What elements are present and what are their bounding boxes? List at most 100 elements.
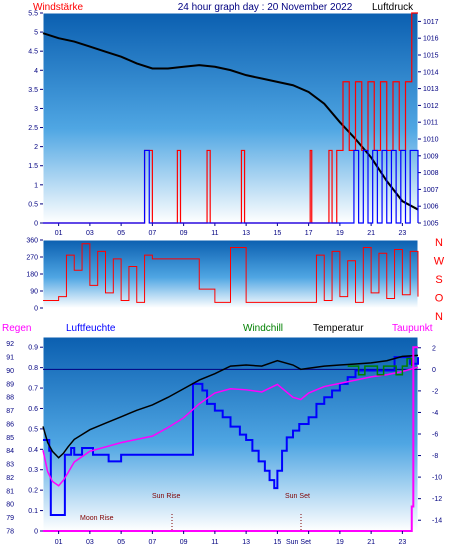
top-left-tick-label: 0.5 xyxy=(28,201,38,208)
middle-series-windrichtung xyxy=(43,243,419,303)
bottom-rain-tick-label: 0.1 xyxy=(28,508,38,515)
bottom-x-tick-label: 07 xyxy=(148,539,156,546)
bottom-humidity-tick-label: 87 xyxy=(6,408,14,415)
top-grid xyxy=(40,12,421,226)
bottom-rain-tick-label: 0.4 xyxy=(28,447,38,454)
bottom-humidity-tick-label: 79 xyxy=(6,515,14,522)
top-x-tick-label: 21 xyxy=(367,230,375,237)
bottom-temp-tick-label: 0 xyxy=(432,367,436,374)
top-left-tick-label: 4 xyxy=(34,68,38,75)
bottom-series-luftfeuchte xyxy=(43,356,419,516)
top-right-tick-label: 1008 xyxy=(423,170,439,177)
middle-series xyxy=(43,243,419,303)
top-right-tick-label: 1005 xyxy=(423,221,439,228)
bottom-x-tick-label: 21 xyxy=(367,539,375,546)
bottom-series-windchill xyxy=(347,357,413,376)
bottom-x-tick-label: 19 xyxy=(336,539,344,546)
bottom-humidity-tick-label: 84 xyxy=(6,448,14,455)
bottom-humidity-tick-label: 90 xyxy=(6,368,14,375)
top-series-windstärke xyxy=(43,149,419,224)
top-left-tick-label: 2.5 xyxy=(28,125,38,132)
bottom-temp-tick-label: -2 xyxy=(432,388,438,395)
bottom-temp-tick-label: -12 xyxy=(432,496,442,503)
annotation-moon-rise: Moon Rise xyxy=(80,515,114,522)
legend-luftfeuchte: Luftfeuchte xyxy=(66,323,116,334)
middle-left-tick-label: 0 xyxy=(34,306,38,313)
top-x-tick-label: 09 xyxy=(180,230,188,237)
bottom-series xyxy=(42,346,419,532)
top-right-tick-label: 1015 xyxy=(423,53,439,60)
top-left-tick-label: 1.5 xyxy=(28,163,38,170)
compass-label-1: W xyxy=(434,256,445,268)
bottom-temp-tick-label: -14 xyxy=(432,518,442,525)
bottom-humidity-tick-label: 86 xyxy=(6,421,14,428)
bottom-series-taupunkt xyxy=(42,366,419,487)
top-right-tick-label: 1012 xyxy=(423,103,439,110)
bottom-temp-tick-label: -8 xyxy=(432,453,438,460)
bottom-humidity-tick-label: 83 xyxy=(6,462,14,469)
top-series-windspitzen xyxy=(43,12,418,224)
bottom-temp-tick-label: -6 xyxy=(432,432,438,439)
top-left-tick-label: 4.5 xyxy=(28,49,38,56)
top-left-tick-label: 5.5 xyxy=(28,11,38,18)
bottom-rain-tick-label: 0.5 xyxy=(28,426,38,433)
top-left-tick-label: 0 xyxy=(34,221,38,228)
bottom-humidity-tick-label: 81 xyxy=(6,488,14,495)
middle-left-tick-label: 180 xyxy=(26,272,38,279)
bottom-tick-labels: 78 79 80 81 82 83 84 85 86 87 88 89 90 91 92 0 0.1 0.2 0.3… xyxy=(6,341,442,546)
bottom-x-tick-label: 23 xyxy=(398,539,406,546)
top-x-tick-label: 11 xyxy=(211,230,218,237)
middle-left-tick-label: 90 xyxy=(30,289,38,296)
top-x-tick-label: 17 xyxy=(305,230,313,237)
compass-label-3: O xyxy=(435,293,444,305)
bottom-rain-tick-label: 0 xyxy=(34,529,38,536)
top-right-tick-label: 1017 xyxy=(423,19,439,26)
top-right-tick-label: 1016 xyxy=(423,36,439,43)
top-series xyxy=(42,12,419,224)
compass-label-4: N xyxy=(435,311,443,323)
top-x-tick-label: 05 xyxy=(117,230,125,237)
bottom-humidity-tick-label: 89 xyxy=(6,381,14,388)
chart-title: 24 hour graph day : 20 November 2022 xyxy=(178,2,353,13)
bottom-series-regen xyxy=(43,346,418,532)
bottom-rain-tick-label: 0.6 xyxy=(28,406,38,413)
top-x-tick-label: 03 xyxy=(86,230,94,237)
bottom-humidity-tick-label: 85 xyxy=(6,435,14,442)
top-left-tick-label: 1 xyxy=(34,182,38,189)
top-x-tick-label: 15 xyxy=(273,230,281,237)
top-x-tick-label: 23 xyxy=(398,230,406,237)
bottom-temp-tick-label: -4 xyxy=(432,410,438,417)
bottom-x-tick-label: 01 xyxy=(55,539,63,546)
bottom-rain-tick-label: 0.7 xyxy=(28,386,38,393)
bottom-humidity-tick-label: 80 xyxy=(6,502,14,509)
bottom-humidity-tick-label: 78 xyxy=(6,529,14,536)
legend-taupunkt: Taupunkt xyxy=(392,323,433,334)
bottom-humidity-tick-label: 91 xyxy=(6,355,14,362)
bottom-rain-tick-label: 0.2 xyxy=(28,488,38,495)
top-right-tick-label: 1011 xyxy=(423,120,438,127)
legend-regen: Regen xyxy=(2,323,31,334)
top-left-axis-label: Windstärke xyxy=(33,2,83,13)
top-left-tick-label: 5 xyxy=(34,30,38,37)
compass-label-2: S xyxy=(435,274,442,286)
bottom-series-temperatur xyxy=(42,354,419,459)
top-x-tick-label: 13 xyxy=(242,230,250,237)
top-right-tick-label: 1014 xyxy=(423,69,439,76)
bottom-humidity-tick-label: 92 xyxy=(6,341,14,348)
annotation-sun-rise: Sun Rise xyxy=(152,493,181,500)
bottom-rain-tick-label: 0.8 xyxy=(28,365,38,372)
top-right-tick-label: 1013 xyxy=(423,86,439,93)
bottom-x-tick-label: 11 xyxy=(211,539,218,546)
top-right-tick-label: 1009 xyxy=(423,153,439,160)
top-left-tick-label: 2 xyxy=(34,144,38,151)
bottom-rain-tick-label: 0.3 xyxy=(28,467,38,474)
top-right-tick-label: 1006 xyxy=(423,204,439,211)
top-x-tick-label: 07 xyxy=(148,230,156,237)
bottom-humidity-tick-label: 88 xyxy=(6,395,14,402)
top-left-tick-label: 3.5 xyxy=(28,87,38,94)
bottom-x-tick-label: 03 xyxy=(86,539,94,546)
bottom-temp-tick-label: -10 xyxy=(432,475,442,482)
